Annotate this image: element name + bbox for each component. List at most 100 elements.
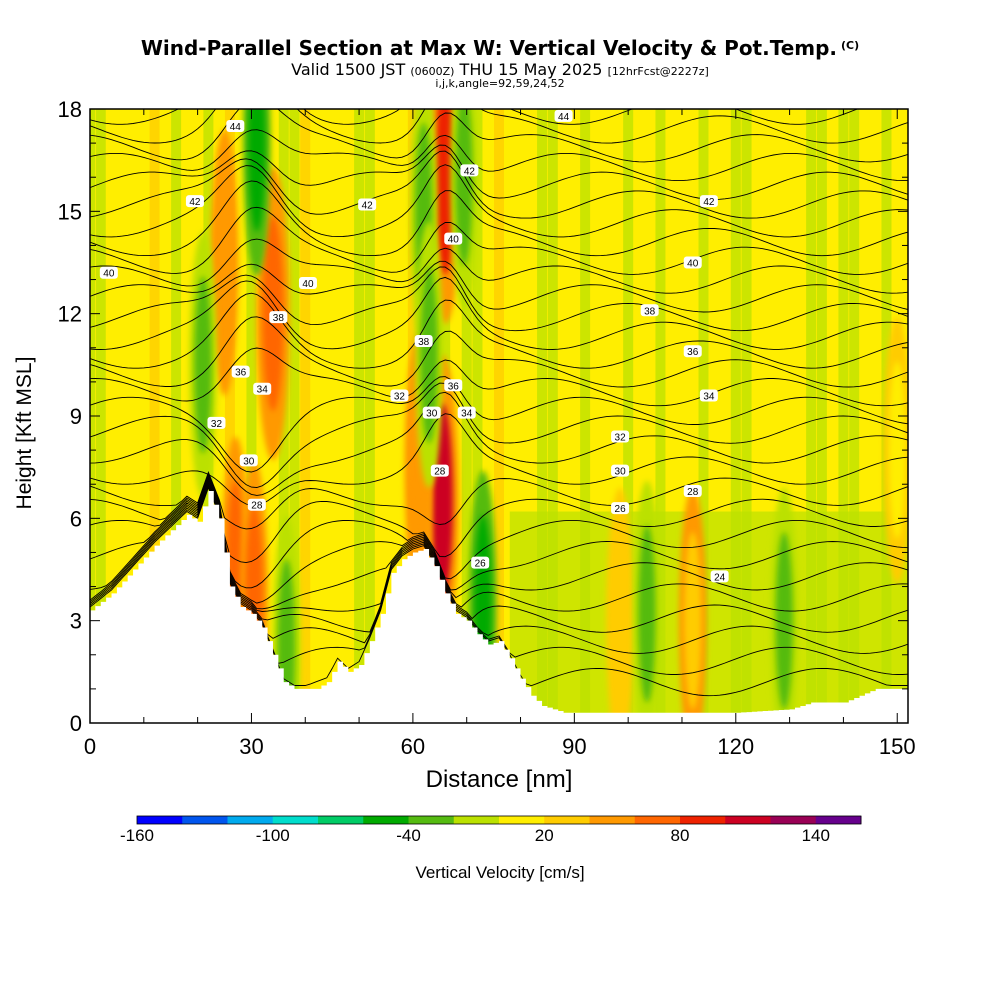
velocity-band bbox=[300, 109, 311, 723]
theta-label-text: 36 bbox=[687, 347, 699, 358]
theta-label: 30 bbox=[239, 454, 258, 467]
velocity-feature bbox=[775, 531, 793, 710]
y-tick-label: 18 bbox=[58, 97, 82, 122]
theta-contour bbox=[90, 471, 908, 530]
velocity-band bbox=[149, 109, 160, 723]
theta-label: 26 bbox=[471, 556, 490, 570]
theta-label-text: 36 bbox=[448, 381, 460, 392]
colorbar-label: Vertical Velocity [cm/s] bbox=[415, 863, 585, 882]
velocity-band bbox=[224, 109, 235, 723]
theta-label-text: 38 bbox=[273, 313, 285, 324]
theta-contour bbox=[90, 376, 908, 473]
theta-label: 44 bbox=[226, 120, 245, 133]
y-tick-label: 15 bbox=[58, 199, 82, 224]
colorbar-swatch bbox=[634, 816, 681, 824]
theta-label: 40 bbox=[444, 232, 463, 246]
x-tick-label: 120 bbox=[717, 734, 754, 759]
theta-label: 28 bbox=[247, 498, 266, 512]
velocity-band bbox=[246, 109, 257, 723]
colorbar-swatch bbox=[272, 816, 319, 824]
theta-label: 38 bbox=[414, 334, 433, 348]
colorbar-swatch bbox=[453, 816, 500, 824]
x-axis-label: Distance [nm] bbox=[425, 766, 573, 793]
colorbar-tick-label: 140 bbox=[801, 826, 830, 845]
colorbar-ticks: -160 -100 -40 20 80 140 bbox=[0, 826, 1000, 850]
colorbar-swatch bbox=[318, 816, 364, 824]
colorbar-swatch bbox=[544, 816, 590, 824]
theta-contour bbox=[90, 109, 908, 163]
colorbar-swatch bbox=[589, 816, 636, 824]
velocity-band bbox=[849, 109, 860, 723]
velocity-feature bbox=[684, 531, 702, 710]
velocity-feature bbox=[611, 531, 629, 710]
theta-label-text: 32 bbox=[211, 419, 223, 430]
velocity-band bbox=[289, 109, 300, 723]
colorbar-swatch bbox=[499, 816, 545, 824]
colorbar-frame bbox=[136, 815, 862, 825]
theta-label-text: 30 bbox=[426, 409, 438, 420]
theta-label: 42 bbox=[185, 195, 204, 208]
velocity-band bbox=[364, 109, 375, 723]
theta-label-text: 24 bbox=[714, 572, 726, 583]
colorbar-tick-label: 20 bbox=[534, 826, 554, 845]
theta-label-text: 44 bbox=[230, 122, 242, 133]
y-tick-label: 12 bbox=[58, 302, 82, 327]
colorbar-tick-label: -100 bbox=[255, 826, 290, 845]
theta-label-text: 34 bbox=[257, 385, 269, 396]
velocity-feature bbox=[248, 109, 266, 232]
colorbar-swatch bbox=[227, 816, 274, 824]
theta-contour bbox=[90, 129, 908, 182]
copyright-mark: (C) bbox=[841, 39, 860, 52]
theta-label: 42 bbox=[699, 195, 718, 208]
theta-label: 28 bbox=[430, 464, 449, 478]
theta-contour bbox=[90, 474, 908, 589]
theta-contour bbox=[90, 109, 908, 144]
theta-label-text: 30 bbox=[243, 456, 255, 467]
x-tick-label: 0 bbox=[84, 734, 96, 759]
theta-label-text: 42 bbox=[703, 197, 715, 208]
theta-contour bbox=[90, 206, 908, 275]
velocity-feature bbox=[888, 361, 906, 539]
colorbar-swatch bbox=[680, 816, 726, 824]
theta-label: 40 bbox=[99, 266, 118, 280]
theta-label-text: 28 bbox=[434, 467, 446, 478]
theta-contour bbox=[90, 347, 908, 407]
theta-label-text: 40 bbox=[448, 235, 460, 246]
theta-contour bbox=[90, 391, 908, 496]
colorbar-tick-label: -40 bbox=[396, 826, 421, 845]
theta-contour bbox=[90, 276, 908, 350]
theta-label-text: 30 bbox=[615, 467, 627, 478]
theta-label: 42 bbox=[358, 198, 377, 212]
theta-label-text: 26 bbox=[615, 504, 627, 515]
velocity-feature bbox=[455, 109, 473, 266]
colorbar-tick-label: 80 bbox=[670, 826, 690, 845]
terrain-mask bbox=[90, 491, 908, 723]
theta-label: 34 bbox=[699, 389, 718, 403]
velocity-band bbox=[741, 109, 752, 723]
theta-label-text: 34 bbox=[703, 392, 715, 403]
velocity-band bbox=[494, 109, 504, 723]
y-axis-label: Height [Kft MSL] bbox=[13, 356, 36, 510]
velocity-band bbox=[537, 109, 548, 723]
theta-contours bbox=[90, 109, 908, 697]
theta-contour bbox=[90, 238, 908, 294]
velocity-band bbox=[95, 109, 106, 723]
theta-label-text: 40 bbox=[302, 279, 314, 290]
theta-contour bbox=[90, 316, 908, 388]
velocity-band bbox=[655, 109, 666, 723]
x-tick-label: 90 bbox=[562, 734, 586, 759]
y-tick-label: 9 bbox=[70, 404, 82, 429]
velocity-feature bbox=[215, 173, 234, 352]
grid-info: i,j,k,angle=92,59,24,52 bbox=[435, 77, 565, 90]
theta-label-text: 36 bbox=[235, 368, 247, 379]
theta-label-text: 28 bbox=[251, 501, 263, 512]
colorbar-swatch bbox=[137, 816, 183, 824]
x-tick-label: 150 bbox=[879, 734, 916, 759]
theta-label-text: 38 bbox=[418, 337, 430, 348]
velocity-band bbox=[806, 109, 817, 723]
terrain bbox=[90, 491, 908, 723]
theta-contour bbox=[90, 109, 859, 125]
theta-label-text: 40 bbox=[687, 259, 699, 270]
velocity-band bbox=[580, 109, 591, 723]
theta-label: 40 bbox=[298, 276, 317, 290]
